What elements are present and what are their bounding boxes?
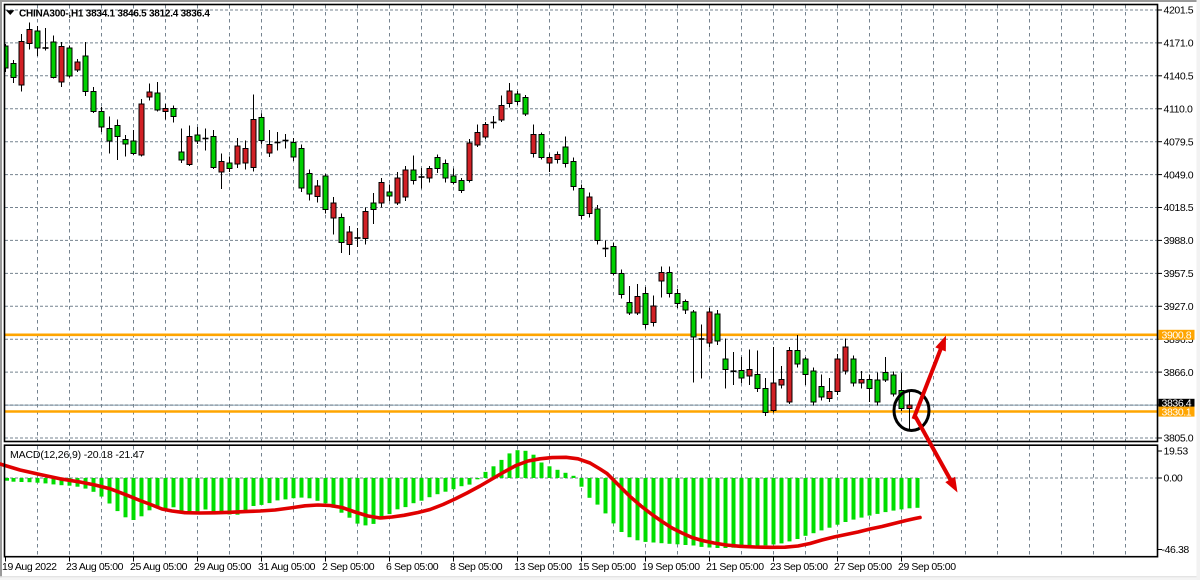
svg-text:4079.5: 4079.5: [1164, 136, 1194, 148]
svg-text:19 Sep 05:00: 19 Sep 05:00: [642, 561, 700, 573]
svg-text:6 Sep 05:00: 6 Sep 05:00: [386, 561, 439, 573]
svg-text:CHINA300-,H1 3834.1 3846.5 38: CHINA300-,H1 3834.1 3846.5 3812.4 3836.4: [19, 9, 210, 20]
svg-text:19 Aug 2022: 19 Aug 2022: [2, 561, 57, 573]
svg-text:23 Aug 05:00: 23 Aug 05:00: [66, 561, 124, 573]
svg-text:4201.5: 4201.5: [1164, 5, 1194, 17]
svg-text:4018.5: 4018.5: [1164, 202, 1194, 214]
svg-text:3830.1: 3830.1: [1162, 406, 1192, 418]
svg-text:15 Sep 05:00: 15 Sep 05:00: [578, 561, 636, 573]
svg-text:3900.8: 3900.8: [1162, 330, 1192, 342]
svg-text:3988.0: 3988.0: [1164, 235, 1194, 247]
svg-text:29 Aug 05:00: 29 Aug 05:00: [194, 561, 252, 573]
svg-text:4049.0: 4049.0: [1164, 169, 1194, 181]
svg-text:0.00: 0.00: [1164, 473, 1183, 485]
svg-text:3805.0: 3805.0: [1164, 433, 1194, 445]
svg-text:8 Sep 05:00: 8 Sep 05:00: [450, 561, 503, 573]
svg-text:3866.0: 3866.0: [1164, 367, 1194, 379]
svg-text:MACD(12,26,9) -20.18 -21.47: MACD(12,26,9) -20.18 -21.47: [10, 449, 145, 461]
svg-text:3957.5: 3957.5: [1164, 268, 1194, 280]
svg-text:21 Sep 05:00: 21 Sep 05:00: [706, 561, 764, 573]
svg-text:27 Sep 05:00: 27 Sep 05:00: [834, 561, 892, 573]
svg-text:19.53: 19.53: [1164, 446, 1189, 458]
svg-text:4110.0: 4110.0: [1164, 104, 1193, 116]
svg-text:29 Sep 05:00: 29 Sep 05:00: [898, 561, 956, 573]
svg-text:-46.38: -46.38: [1162, 544, 1190, 556]
svg-text:13 Sep 05:00: 13 Sep 05:00: [514, 561, 572, 573]
svg-text:31 Aug 05:00: 31 Aug 05:00: [258, 561, 316, 573]
svg-text:25 Aug 05:00: 25 Aug 05:00: [130, 561, 188, 573]
svg-text:4171.0: 4171.0: [1164, 38, 1194, 50]
svg-text:4140.5: 4140.5: [1164, 71, 1194, 83]
svg-text:2 Sep 05:00: 2 Sep 05:00: [322, 561, 375, 573]
svg-text:3927.0: 3927.0: [1164, 301, 1194, 313]
svg-text:23 Sep 05:00: 23 Sep 05:00: [770, 561, 828, 573]
